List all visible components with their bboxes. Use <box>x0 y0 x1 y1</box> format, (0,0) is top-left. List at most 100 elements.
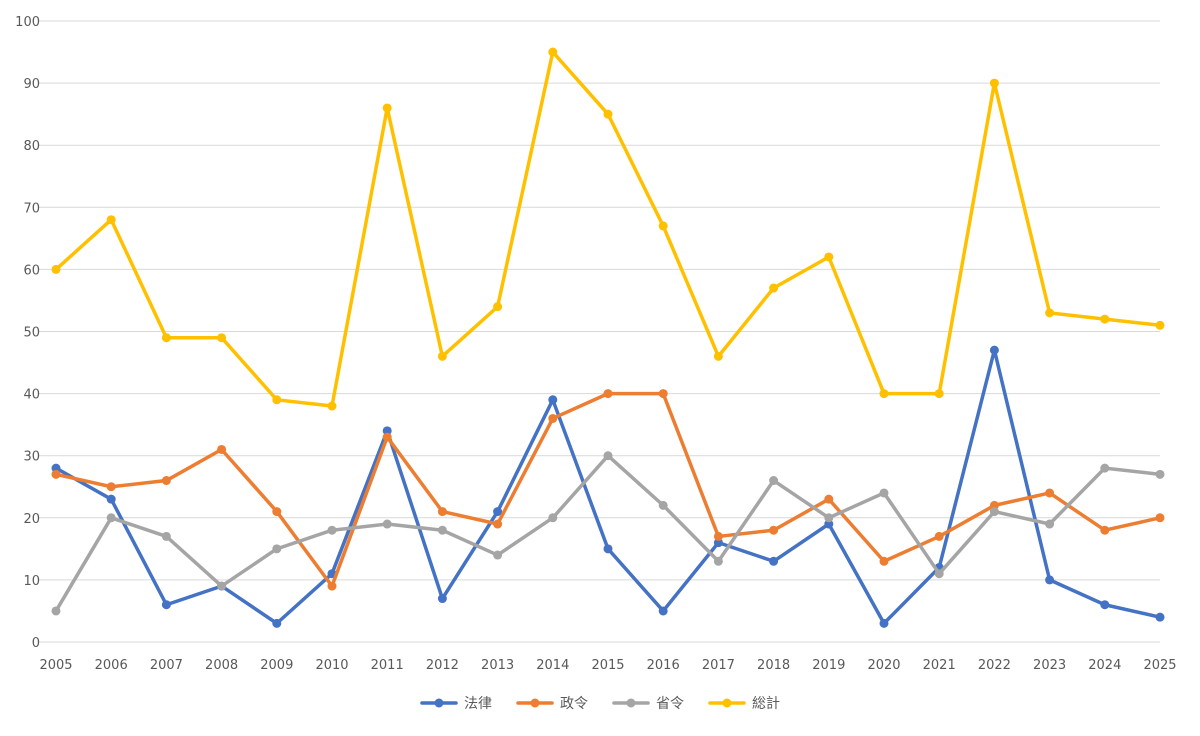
data-point <box>934 531 944 541</box>
data-point <box>327 401 337 411</box>
data-point <box>327 581 337 591</box>
x-tick-label: 2011 <box>371 658 404 673</box>
data-point <box>548 513 558 523</box>
legend-marker <box>722 698 732 708</box>
x-tick-label: 2022 <box>978 658 1011 673</box>
data-point <box>769 525 779 535</box>
data-point <box>1045 575 1055 585</box>
data-point <box>879 556 889 566</box>
data-point <box>824 252 834 262</box>
data-point <box>603 544 613 554</box>
data-point <box>658 500 668 510</box>
legend-item: 総計 <box>708 696 780 712</box>
data-point <box>934 389 944 399</box>
data-point <box>106 494 116 504</box>
data-point <box>1100 600 1110 610</box>
data-point <box>1155 469 1165 479</box>
x-axis-ticks: 2005 2006 2007 2008 2009 2010 2011 2012 2013 2014… <box>39 658 1176 673</box>
data-point <box>879 618 889 628</box>
legend-item: 政令 <box>516 696 588 712</box>
x-tick-label: 2018 <box>757 658 790 673</box>
data-point <box>106 482 116 492</box>
series-3 <box>51 47 1165 411</box>
data-point <box>1100 314 1110 324</box>
data-point <box>603 389 613 399</box>
data-point <box>989 345 999 355</box>
data-point <box>934 569 944 579</box>
y-tick-label: 40 <box>23 388 40 403</box>
y-tick-label: 30 <box>23 450 40 465</box>
x-tick-label: 2015 <box>591 658 624 673</box>
data-point <box>161 531 171 541</box>
y-tick-label: 80 <box>23 139 40 154</box>
data-point <box>658 221 668 231</box>
data-point <box>217 333 227 343</box>
data-point <box>1045 519 1055 529</box>
data-point <box>769 283 779 293</box>
data-point <box>382 519 392 529</box>
data-point <box>161 600 171 610</box>
x-tick-label: 2025 <box>1143 658 1176 673</box>
data-point <box>989 507 999 517</box>
x-tick-label: 2017 <box>702 658 735 673</box>
data-point <box>51 469 61 479</box>
y-tick-label: 90 <box>23 77 40 92</box>
data-point <box>658 389 668 399</box>
data-point <box>437 351 447 361</box>
data-point <box>989 78 999 88</box>
data-point <box>51 264 61 274</box>
series-2 <box>51 451 1165 616</box>
x-tick-label: 2008 <box>205 658 238 673</box>
x-tick-label: 2007 <box>150 658 183 673</box>
data-point <box>382 432 392 442</box>
data-point <box>437 507 447 517</box>
data-point <box>51 463 61 473</box>
series-lines <box>51 47 1165 628</box>
x-tick-label: 2021 <box>923 658 956 673</box>
data-point <box>879 488 889 498</box>
data-point <box>658 606 668 616</box>
x-tick-label: 2012 <box>426 658 459 673</box>
data-point <box>51 606 61 616</box>
data-point <box>217 581 227 591</box>
data-point <box>548 47 558 57</box>
x-tick-label: 2009 <box>260 658 293 673</box>
data-point <box>713 531 723 541</box>
y-tick-label: 60 <box>23 263 40 278</box>
data-point <box>382 426 392 436</box>
data-point <box>272 395 282 405</box>
x-tick-label: 2019 <box>812 658 845 673</box>
series-line <box>54 391 1162 588</box>
data-point <box>1155 612 1165 622</box>
data-point <box>548 413 558 423</box>
y-tick-label: 70 <box>23 201 40 216</box>
data-point <box>713 538 723 548</box>
data-point <box>989 500 999 510</box>
data-point <box>1155 320 1165 330</box>
data-point <box>106 215 116 225</box>
y-axis-ticks: 0 10 20 30 40 50 60 70 80 90 100 <box>15 15 40 651</box>
data-point <box>713 556 723 566</box>
legend-item: 省令 <box>612 696 684 712</box>
x-tick-label: 2024 <box>1088 658 1121 673</box>
y-tick-label: 10 <box>23 574 40 589</box>
data-point <box>493 519 503 529</box>
data-point <box>217 444 227 454</box>
y-tick-label: 50 <box>23 326 40 341</box>
data-point <box>382 103 392 113</box>
data-point <box>493 550 503 560</box>
legend-marker <box>530 698 540 708</box>
x-tick-label: 2013 <box>481 658 514 673</box>
data-point <box>769 476 779 486</box>
legend-marker <box>626 698 636 708</box>
data-point <box>161 476 171 486</box>
x-tick-label: 2014 <box>536 658 569 673</box>
x-tick-label: 2010 <box>315 658 348 673</box>
legend-label: 法律 <box>464 696 492 712</box>
legend-label: 省令 <box>656 696 684 712</box>
y-tick-label: 100 <box>15 15 40 30</box>
data-point <box>1045 488 1055 498</box>
data-point <box>493 507 503 517</box>
data-point <box>106 513 116 523</box>
